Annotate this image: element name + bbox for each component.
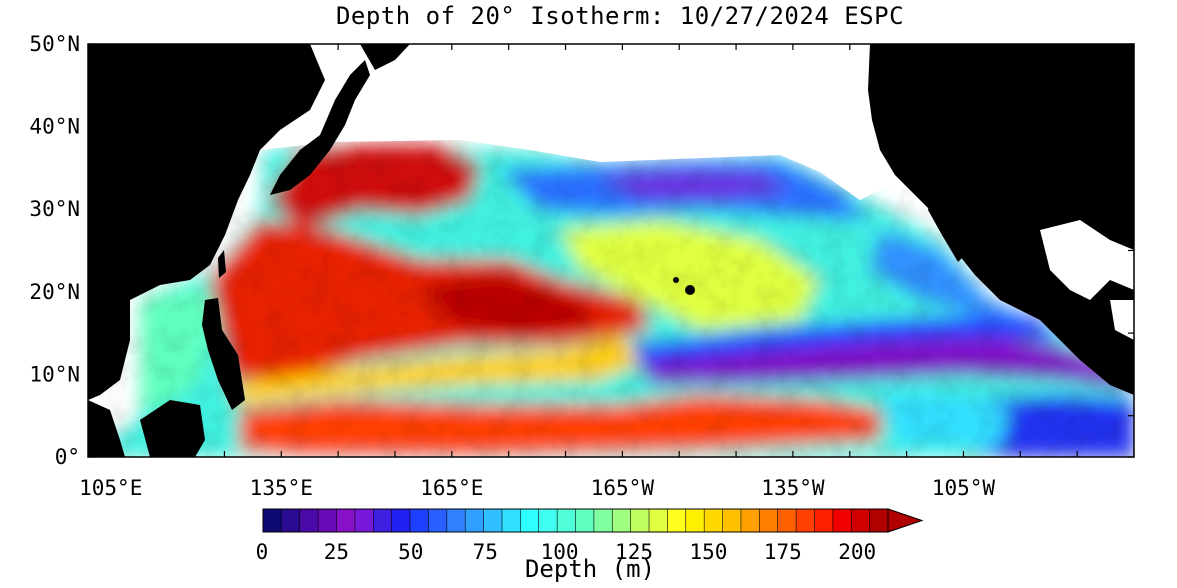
colorbar-swatch xyxy=(299,509,319,532)
colorbar-swatch xyxy=(336,509,356,532)
colorbar-swatch xyxy=(318,509,337,532)
colorbar-swatch xyxy=(796,509,815,532)
depth-field xyxy=(88,44,1134,457)
land-philippines xyxy=(202,298,245,410)
colorbar-tick-label: 200 xyxy=(838,540,876,564)
page-title: Depth of 20° Isotherm: 10/27/2024 ESPC xyxy=(335,2,905,30)
colorbar-swatch xyxy=(851,509,870,532)
land-japan xyxy=(270,60,370,195)
lat-tick-label: 20°N xyxy=(29,280,80,304)
caribbean xyxy=(1110,300,1134,340)
lat-tick-label: 50°N xyxy=(29,32,80,56)
colorbar-swatch xyxy=(391,509,411,532)
axis-ticks: 50°N 40°N 30°N 20°N 10°N 0° 105°E 135°E 165°E 165… xyxy=(29,32,1135,500)
colorbar-tick-label: 25 xyxy=(324,540,349,564)
colorbar-swatch xyxy=(501,509,521,532)
colorbar-tick-label: 125 xyxy=(615,540,653,564)
lat-tick-label: 40°N xyxy=(29,115,80,139)
colorbar-swatch xyxy=(704,509,723,532)
colorbar-swatch xyxy=(557,509,576,532)
colorbar-swatch xyxy=(446,509,466,532)
land-kamchatka xyxy=(360,44,410,70)
colorbar-swatch xyxy=(814,509,834,532)
land-north-america xyxy=(868,44,1134,395)
colorbar-swatch xyxy=(538,509,558,532)
colorbar-swatch xyxy=(410,509,429,532)
lon-tick-label: 105°W xyxy=(932,476,996,500)
lon-tick-label: 105°E xyxy=(79,476,142,500)
colorbar-swatch xyxy=(520,509,540,532)
colorbar-swatch xyxy=(869,509,889,532)
land-taiwan xyxy=(218,250,226,278)
colorbar-tick-label: 50 xyxy=(398,540,423,564)
land-asia xyxy=(88,44,325,400)
colorbar-swatch xyxy=(722,509,742,532)
lat-tick-label: 0° xyxy=(55,445,80,469)
lon-tick-label: 165°W xyxy=(591,476,655,500)
colorbar-swatch xyxy=(263,509,282,532)
colorbar-extend-arrow xyxy=(887,508,924,533)
colorbar-tick-label: 175 xyxy=(764,540,802,564)
lat-tick-label: 30°N xyxy=(29,197,80,221)
lon-tick-label: 165°E xyxy=(420,476,483,500)
lat-tick-label: 10°N xyxy=(29,362,80,386)
land-baja xyxy=(928,200,965,262)
gulf-of-mexico xyxy=(1040,220,1134,300)
colorbar-swatch xyxy=(630,509,650,532)
colorbar-swatch xyxy=(428,509,448,532)
land-hawaii xyxy=(685,285,695,295)
colorbar-swatch xyxy=(649,509,668,532)
colorbar-swatch xyxy=(354,509,374,532)
colorbar-swatch xyxy=(465,509,484,532)
colorbar-tick-label: 75 xyxy=(473,540,498,564)
colorbar-tick-label: 0 xyxy=(256,540,269,564)
colorbar-swatch xyxy=(483,509,503,532)
colorbar-swatch xyxy=(612,509,631,532)
lon-tick-label: 135°E xyxy=(250,476,313,500)
colorbar-swatch xyxy=(777,509,797,532)
land-malay xyxy=(88,400,125,457)
colorbar-label: Depth (m) xyxy=(524,555,656,583)
colorbar-swatch xyxy=(740,509,760,532)
colorbar: 0 25 50 75 100 125 150 175 200 xyxy=(256,508,924,564)
colorbar-swatch xyxy=(575,509,595,532)
colorbar-swatch xyxy=(281,509,301,532)
colorbar-swatch xyxy=(593,509,613,532)
colorbar-swatch xyxy=(685,509,705,532)
colorbar-tick-label: 100 xyxy=(541,540,579,564)
colorbar-frame xyxy=(262,508,889,533)
land-borneo xyxy=(140,400,205,457)
colorbar-swatch xyxy=(373,509,392,532)
land xyxy=(88,44,1134,457)
colorbar-swatch xyxy=(832,509,852,532)
colorbar-swatch xyxy=(759,509,779,532)
colorbar-swatch xyxy=(667,509,687,532)
colorbar-tick-label: 150 xyxy=(689,540,727,564)
lon-tick-label: 135°W xyxy=(761,476,825,500)
